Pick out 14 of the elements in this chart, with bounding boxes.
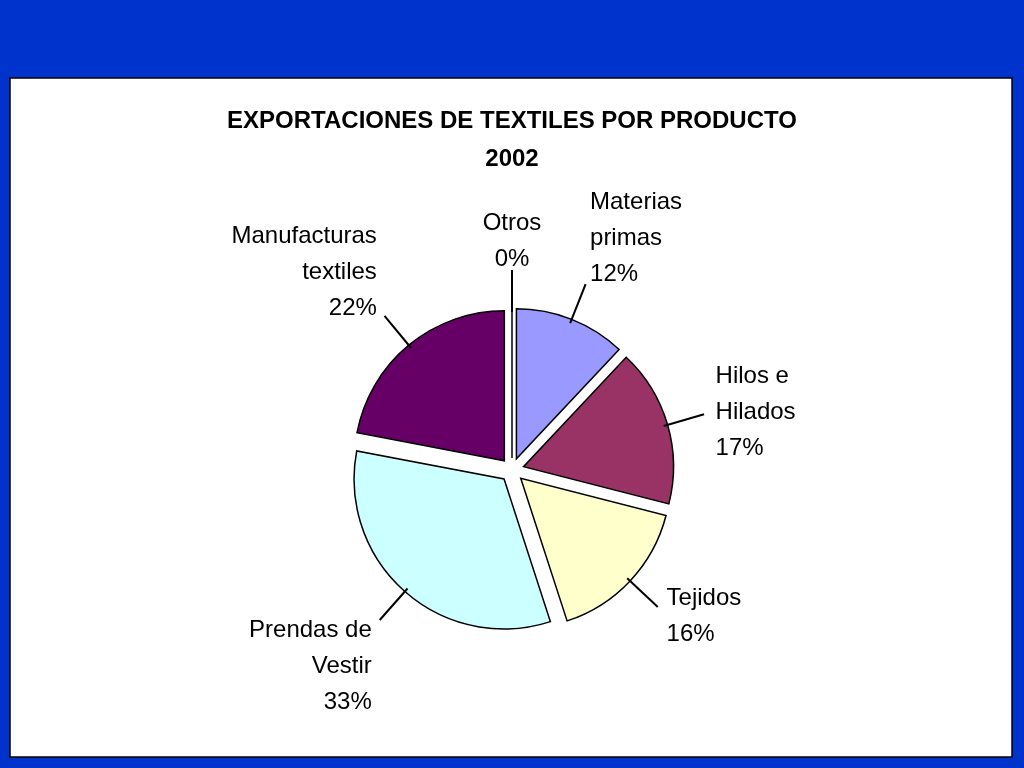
chart-title: EXPORTACIONES DE TEXTILES POR PRODUCTO — [227, 106, 797, 133]
slice-label: Manufacturas textiles — [231, 220, 377, 284]
text: 0% — [494, 244, 530, 271]
chart-subtitle: 2002 — [485, 144, 539, 171]
data-label: 22% — [328, 292, 377, 320]
data-label: 16% — [666, 619, 715, 647]
data-label: 12% — [590, 258, 639, 286]
slice-label: Tejidos — [666, 583, 742, 611]
category-label: Otros — [482, 208, 542, 235]
data-label: 33% — [323, 687, 372, 715]
data-label: 17% — [715, 432, 764, 460]
slice-label: Hilos e Hilados — [715, 360, 796, 424]
slice-label: Prendas de Vestir — [249, 615, 372, 679]
slice-label: Materias primas — [590, 186, 683, 250]
